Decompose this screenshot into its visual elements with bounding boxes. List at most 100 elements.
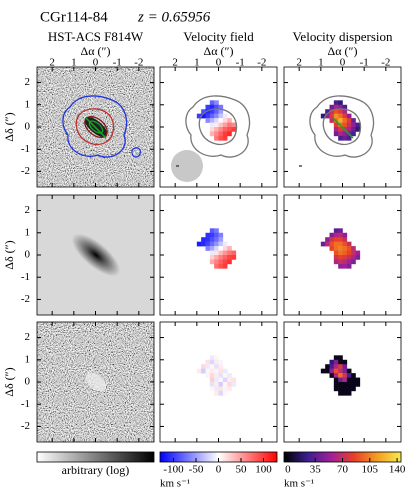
map-pixel [338,228,343,234]
map-pixel [214,131,219,137]
y-tick-label: 1 [25,98,31,110]
map-pixel [231,382,237,387]
map-pixel [227,246,232,251]
map-pixel [227,373,232,378]
map-pixel [214,109,219,114]
map-pixel [218,246,224,251]
map-pixel [342,364,348,369]
map-pixel [201,109,206,114]
contour-mid [322,108,362,146]
map-pixel [338,259,343,265]
map-pixel [214,386,219,392]
map-pixel [214,390,219,396]
map-pixel [196,113,202,119]
colorbar-tick-label: 140 [389,464,406,476]
map-pixel [338,109,343,114]
y-tick-label: 2 [25,76,31,88]
map-pixel [209,118,215,123]
map-pixel [209,355,215,361]
map-pixel [333,127,339,132]
map-pixel [218,122,224,128]
map-pixel [214,364,219,369]
map-pixel [338,100,343,106]
map-pixel [231,377,237,383]
map-pixel [338,113,343,119]
map-pixel [342,390,348,396]
map-pixel [214,382,219,387]
map-pixel [214,355,219,361]
map-pixel [351,122,356,128]
y-tick-label: 1 [25,226,31,238]
map-pixel [338,373,343,378]
map-pixel [351,255,356,260]
map-pixel [351,382,356,387]
contours [62,95,375,182]
map-pixel [205,118,211,123]
map-pixel [222,127,228,132]
map-pixel [325,113,330,119]
x-tick-label: 1 [71,57,77,69]
map-pixel [355,382,361,387]
map-pixel [209,232,215,238]
map-pixel [218,364,224,369]
map-pixel [333,355,339,361]
map-pixel [333,228,339,234]
maps [196,100,361,396]
map-pixel [338,368,343,374]
map-pixel [227,122,232,128]
map-pixel [214,359,219,365]
map-pixel [320,241,326,247]
x-axis-label: Δα (″) [328,44,358,58]
map-pixel [333,250,339,256]
map-pixel [205,241,211,247]
map-pixel [351,118,356,123]
map-pixel [338,131,343,137]
map-pixel [222,135,228,141]
map-pixel [209,364,215,369]
map-pixel [214,259,219,265]
x-tick-label: 2 [296,57,302,69]
x-tick-label: 2 [49,57,55,69]
map-pixel [338,263,343,269]
map-pixel [214,127,219,132]
column-title: HST-ACS F814W [48,29,144,44]
map-pixel [338,237,343,242]
map-pixel [227,131,232,137]
y-axis-label: Δδ (″) [2,112,16,141]
map-pixel [355,127,361,132]
map-pixel [342,122,348,128]
map-pixel [342,259,348,265]
map-pixel [351,259,356,265]
map-pixel [209,109,215,114]
x-axis-label: Δα (″) [81,44,111,58]
model-galaxy [71,233,121,277]
colorbar-tick-label: 105 [362,464,379,476]
map-pixel [222,118,228,123]
map-pixel [222,368,228,374]
map-pixel [209,241,215,247]
y-tick-label: -2 [21,293,30,305]
map-pixel [222,255,228,260]
map-pixel [342,118,348,123]
map-pixel [209,386,215,392]
map-pixel [205,109,211,114]
y-tick-label: 1 [25,353,31,365]
map-pixel [333,131,339,137]
map-pixel [222,259,228,265]
map-pixel [351,373,356,378]
map-pixel [218,390,224,396]
y-axis-label: Δδ (″) [2,240,16,269]
map-pixel [209,255,215,260]
map-pixel [338,364,343,369]
map-pixel [218,250,224,256]
colorbar-tick-label: 50 [236,464,248,476]
map-pixel [338,127,343,132]
x-tick-label: -1 [113,57,122,69]
colorbar-label: arbitrary (log) [62,463,130,477]
map-pixel [222,382,228,387]
map-pixel [218,127,224,132]
map-pixel [222,246,228,251]
map-pixel [338,104,343,110]
map-pixel [201,364,206,369]
y-tick-label: 2 [25,331,31,343]
